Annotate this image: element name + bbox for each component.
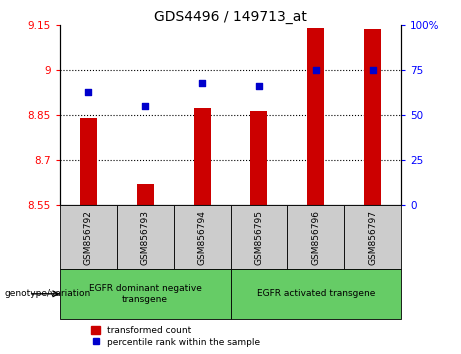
Text: genotype/variation: genotype/variation	[5, 289, 91, 298]
Bar	[230, 269, 401, 319]
Text: GSM856796: GSM856796	[311, 210, 320, 265]
Legend: transformed count, percentile rank within the sample: transformed count, percentile rank withi…	[88, 322, 264, 350]
Point	[255, 84, 263, 89]
Bar	[364, 29, 381, 205]
Bar	[194, 108, 211, 205]
Point	[85, 90, 92, 95]
Text: GSM856795: GSM856795	[254, 210, 263, 265]
Bar	[117, 205, 174, 269]
Text: EGFR activated transgene: EGFR activated transgene	[257, 289, 375, 298]
Text: GSM856797: GSM856797	[368, 210, 377, 265]
Bar	[60, 269, 230, 319]
Bar	[230, 205, 287, 269]
Point	[312, 67, 319, 73]
Point	[142, 103, 149, 109]
Bar	[250, 110, 267, 205]
Text: EGFR dominant negative
transgene: EGFR dominant negative transgene	[89, 284, 201, 303]
Bar	[287, 205, 344, 269]
Text: GSM856793: GSM856793	[141, 210, 150, 265]
Text: GSM856794: GSM856794	[198, 210, 207, 265]
Text: GSM856792: GSM856792	[84, 210, 93, 265]
Point	[198, 81, 206, 86]
Bar	[174, 205, 230, 269]
Bar	[344, 205, 401, 269]
Bar	[80, 118, 97, 205]
Bar	[307, 28, 324, 205]
Bar	[136, 184, 154, 205]
Point	[369, 67, 376, 73]
Title: GDS4496 / 149713_at: GDS4496 / 149713_at	[154, 10, 307, 24]
Bar	[60, 205, 117, 269]
